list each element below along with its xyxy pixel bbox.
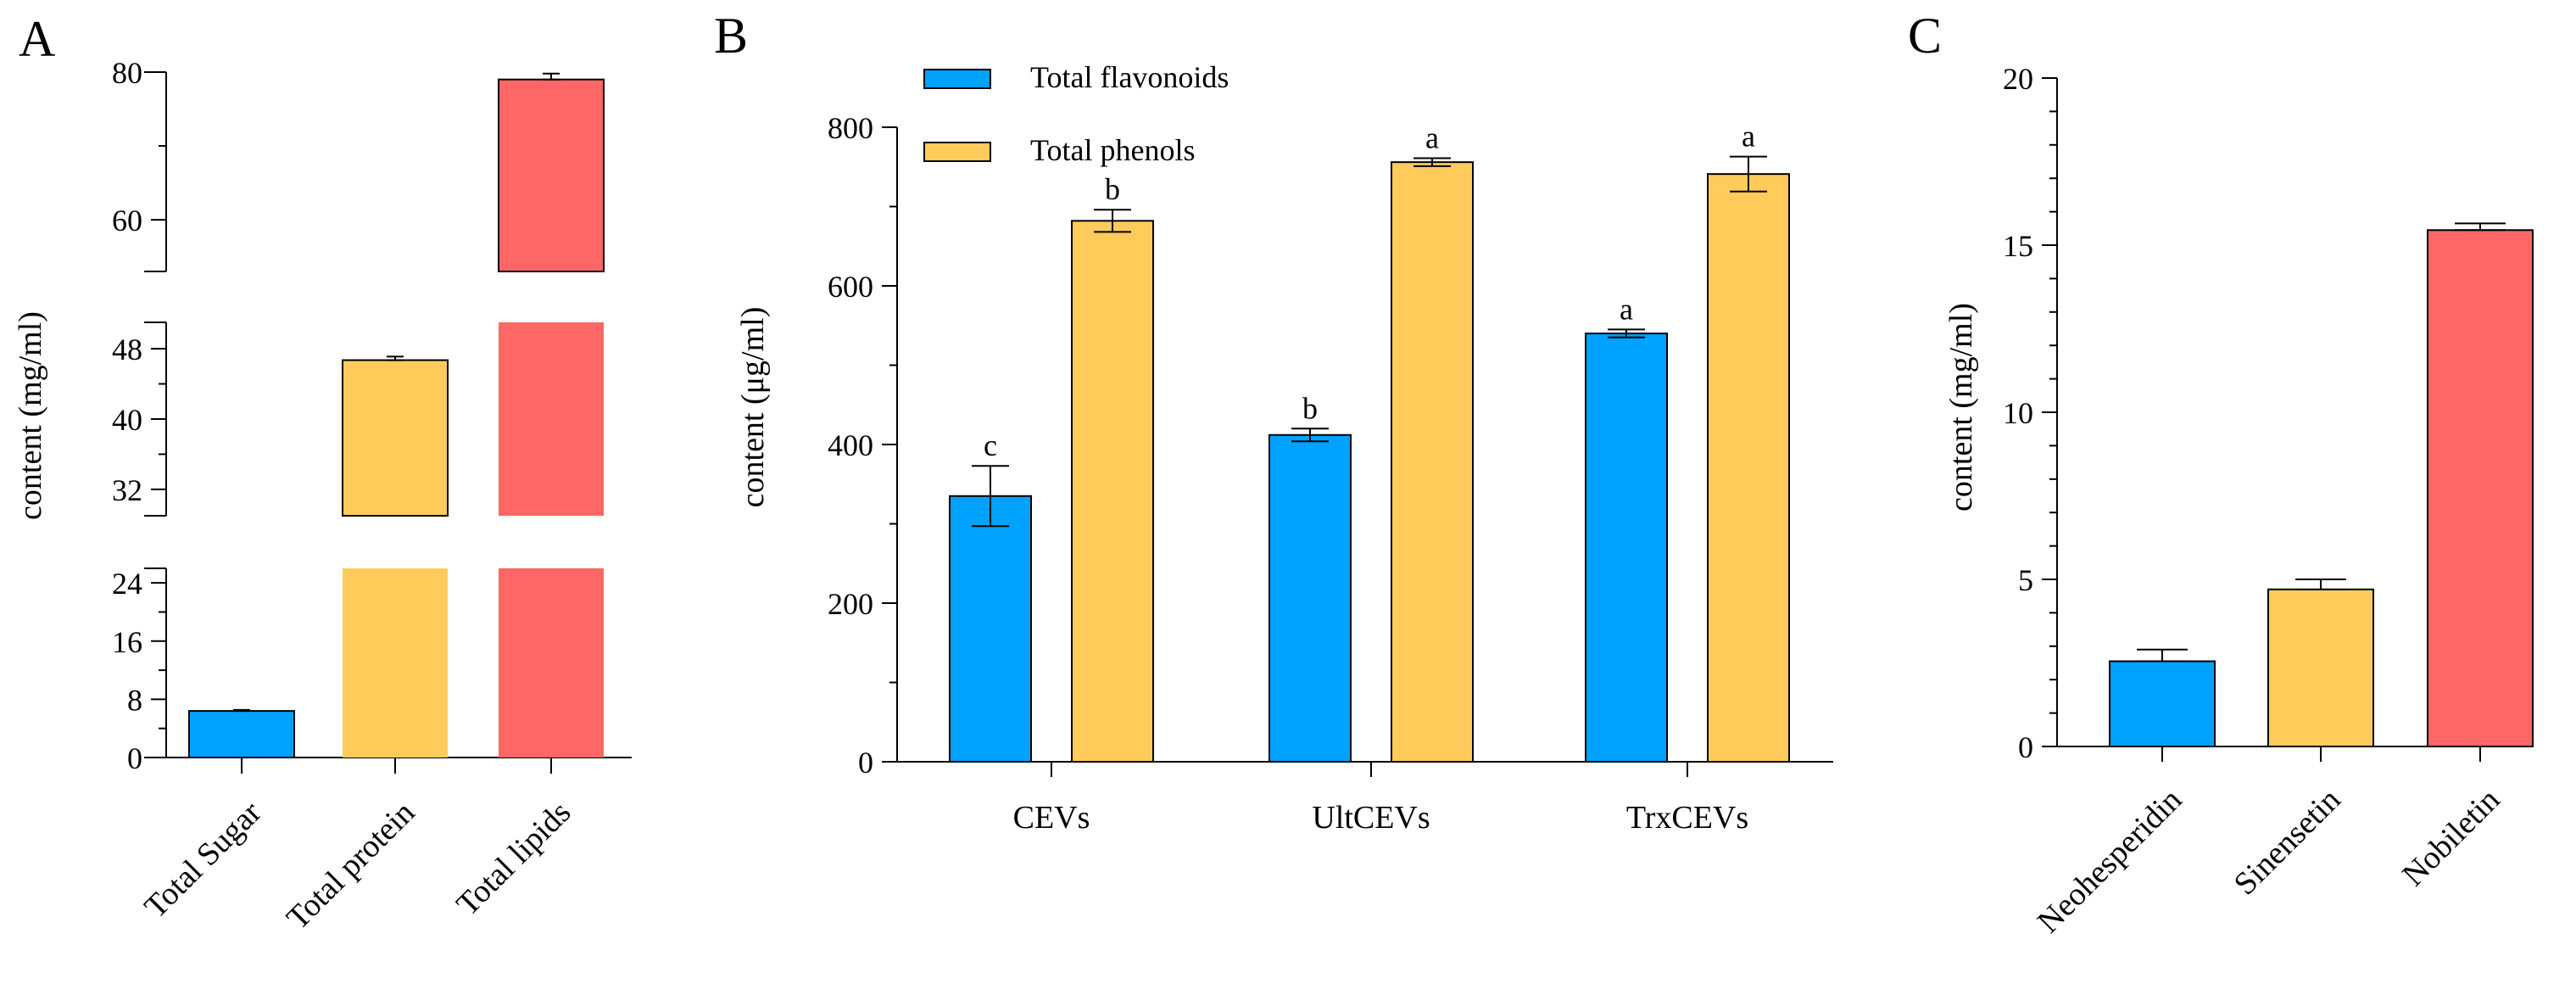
y-tick-label: 800 <box>828 111 873 145</box>
y-tick-label: 5 <box>2018 563 2033 597</box>
y-tick-label: 600 <box>828 270 873 304</box>
y-tick-label: 24 <box>112 567 142 601</box>
significance-letter: c <box>984 428 997 462</box>
bar-total-lipids <box>499 322 604 516</box>
y-tick-label: 400 <box>828 428 873 462</box>
significance-letter: a <box>1742 120 1755 154</box>
y-tick-label: 8 <box>127 683 142 717</box>
y-tick-label: 200 <box>828 587 873 621</box>
bar-sinensetin <box>2267 588 2374 747</box>
legend-label: Total phenols <box>1030 133 1195 167</box>
y-tick-label: 60 <box>112 204 142 238</box>
y-tick-label: 16 <box>112 625 142 659</box>
bar-total-phenols <box>1071 220 1154 763</box>
bar-total-lipids <box>498 78 605 272</box>
x-tick-label: Total lipids <box>449 795 577 923</box>
bar-total-flavonoids <box>1585 333 1668 763</box>
bar-total-lipids <box>499 568 604 758</box>
x-tick-label: CEVs <box>1013 800 1090 836</box>
bar-total-phenols <box>1707 173 1790 763</box>
y-tick-label: 0 <box>2018 730 2033 764</box>
bar-neohesperidin <box>2109 660 2216 748</box>
x-tick-label: UltCEVs <box>1312 800 1430 836</box>
bar-total-phenols <box>1391 161 1474 763</box>
bar-total-flavonoids <box>1268 433 1352 763</box>
y-axis-label: content (mg/ml) <box>1943 303 1979 512</box>
panel-label-b: B <box>714 8 748 64</box>
panel-label-c: C <box>1908 8 1942 64</box>
y-tick-label: 0 <box>127 741 142 775</box>
bar-total-protein <box>343 568 448 758</box>
significance-letter: b <box>1302 391 1318 425</box>
x-tick-label: Neohesperidin <box>2031 782 2188 940</box>
y-tick-label: 80 <box>112 56 142 90</box>
y-axis-label: content (μg/ml) <box>735 307 771 508</box>
legend-label: Total flavonoids <box>1030 60 1229 94</box>
y-tick-label: 48 <box>112 333 142 366</box>
panel-label-a: A <box>19 11 55 67</box>
significance-letter: b <box>1105 172 1120 206</box>
legend-swatch-total-phenols <box>923 142 991 162</box>
bar-nobiletin <box>2427 229 2534 747</box>
y-axis-label: content (mg/ml) <box>13 311 48 520</box>
bar-total-sugar <box>188 710 295 758</box>
y-tick-label: 40 <box>112 403 142 437</box>
y-tick-label: 15 <box>2003 229 2033 263</box>
y-tick-label: 10 <box>2003 396 2033 430</box>
significance-letter: a <box>1620 292 1633 326</box>
bar-total-flavonoids <box>949 495 1032 763</box>
x-tick-label: Sinensetin <box>2228 782 2348 903</box>
significance-letter: a <box>1425 120 1439 154</box>
x-tick-label: TrxCEVs <box>1626 800 1748 836</box>
x-tick-label: Total Sugar <box>137 794 268 925</box>
legend-swatch-total-flavonoids <box>923 69 991 89</box>
x-tick-label: Nobiletin <box>2395 782 2506 893</box>
y-tick-label: 20 <box>2003 62 2033 96</box>
x-tick-label: Total protein <box>280 795 421 936</box>
y-tick-label: 32 <box>112 473 142 507</box>
y-tick-label: 0 <box>858 746 873 780</box>
bar-total-protein <box>342 359 449 517</box>
